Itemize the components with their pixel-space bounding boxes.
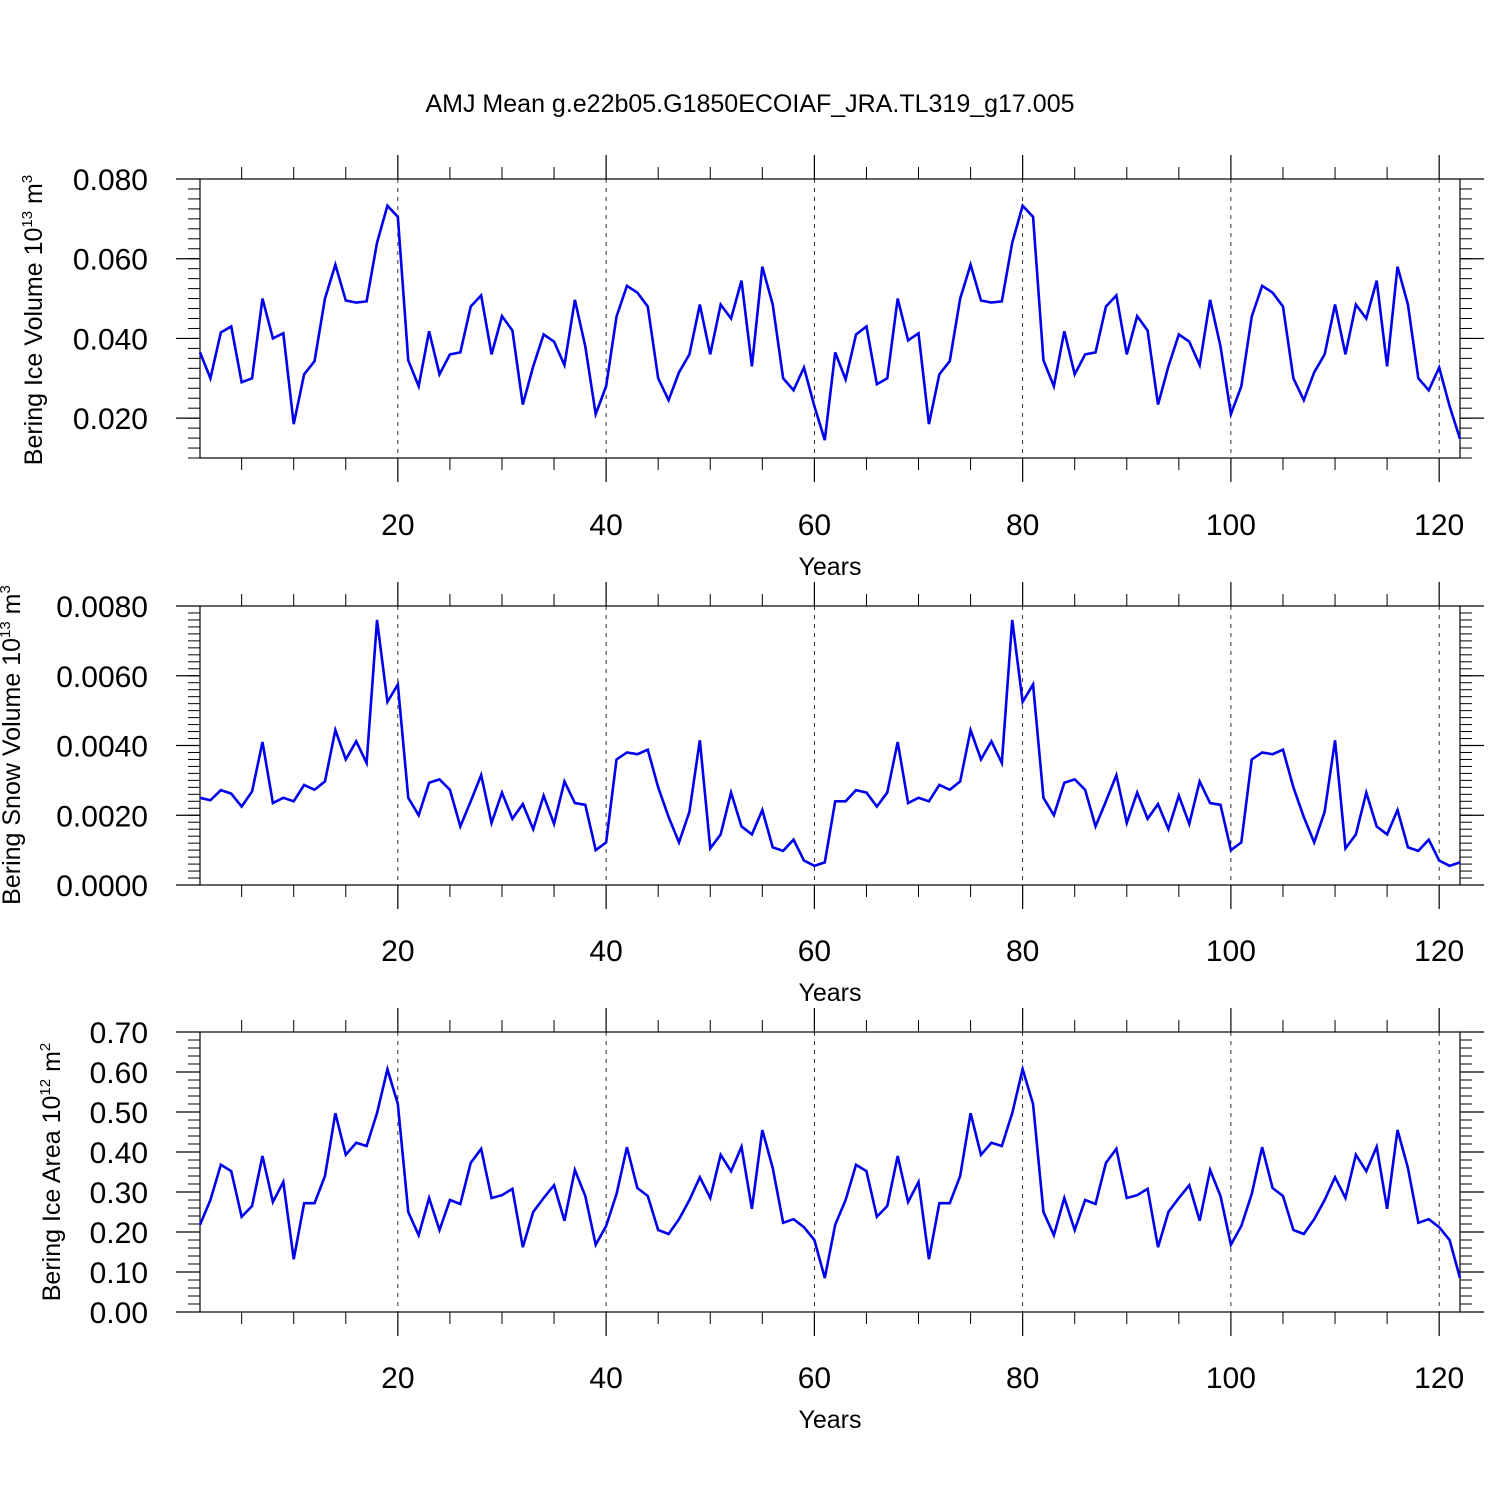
x-tick-label: 80: [1006, 509, 1039, 542]
x-tick-label: 80: [1006, 935, 1039, 968]
x-tick-label: 20: [381, 509, 414, 542]
y-tick-label: 0.10: [90, 1257, 148, 1290]
x-tick-label: 20: [381, 935, 414, 968]
series-line-bering-snow-volume: [199, 619, 1461, 868]
y-tick-label: 0.70: [90, 1017, 148, 1050]
y-tick-label: 0.30: [90, 1177, 148, 1210]
y-tick-label: 0.060: [73, 244, 148, 277]
plot-frame: [199, 605, 1461, 886]
y-tick-label: 0.0020: [56, 800, 148, 833]
x-tick-label: 40: [589, 935, 622, 968]
y-tick-label: 0.040: [73, 323, 148, 356]
plot-frame: [199, 178, 1461, 459]
y-tick-label: 0.20: [90, 1217, 148, 1250]
chart-panel-3: 0.00 0.10 0.20 0.30 0.40 0.50 0.60 0.70 20 40 60 80…: [37, 1008, 1484, 1434]
y-axis-label: Bering Ice Area 1012 m2: [37, 1043, 66, 1302]
y-tick-label: 0.00: [90, 1297, 148, 1330]
chart-panel-1: 0.020 0.040 0.060 0.080 20 40 60 80 100 120 Years B…: [19, 155, 1484, 581]
y-tick-label: 0.40: [90, 1137, 148, 1170]
x-tick-label: 40: [589, 509, 622, 542]
x-tick-label: 60: [798, 935, 831, 968]
y-tick-label: 0.0060: [56, 661, 148, 694]
y-tick-label: 0.60: [90, 1057, 148, 1090]
series-line-bering-ice-area: [198, 1064, 1462, 1279]
x-axis-label: Years: [798, 979, 861, 1007]
x-tick-label: 20: [381, 1362, 414, 1395]
y-tick-label: 0.020: [73, 403, 148, 436]
y-tick-label: 0.50: [90, 1097, 148, 1130]
series-line-bering-ice-volume: [198, 203, 1462, 441]
x-tick-label: 120: [1414, 509, 1464, 542]
y-axis-label: Bering Ice Volume 1013 m3: [19, 175, 48, 465]
chart-panel-2: 0.0000 0.0020 0.0040 0.0060 0.0080 20 40 60 80 10…: [0, 582, 1484, 1007]
x-tick-label: 100: [1206, 509, 1256, 542]
y-tick-label: 0.080: [73, 164, 148, 197]
x-tick-label: 60: [798, 1362, 831, 1395]
y-tick-label: 0.0000: [56, 870, 148, 903]
plot-frame: [199, 1031, 1461, 1313]
y-tick-label: 0.0080: [56, 591, 148, 624]
x-tick-label: 120: [1414, 1362, 1464, 1395]
x-tick-label: 120: [1414, 935, 1464, 968]
x-tick-label: 100: [1206, 1362, 1256, 1395]
x-tick-label: 100: [1206, 935, 1256, 968]
x-axis-label: Years: [798, 553, 861, 581]
figure-title: AMJ Mean g.e22b05.G1850ECOIAF_JRA.TL319_…: [425, 90, 1074, 118]
y-axis-label: Bering Snow Volume 1013 m3: [0, 585, 26, 905]
y-tick-label: 0.0040: [56, 731, 148, 764]
x-axis-label: Years: [798, 1406, 861, 1434]
x-tick-label: 40: [589, 1362, 622, 1395]
x-tick-label: 80: [1006, 1362, 1039, 1395]
x-tick-label: 60: [798, 509, 831, 542]
